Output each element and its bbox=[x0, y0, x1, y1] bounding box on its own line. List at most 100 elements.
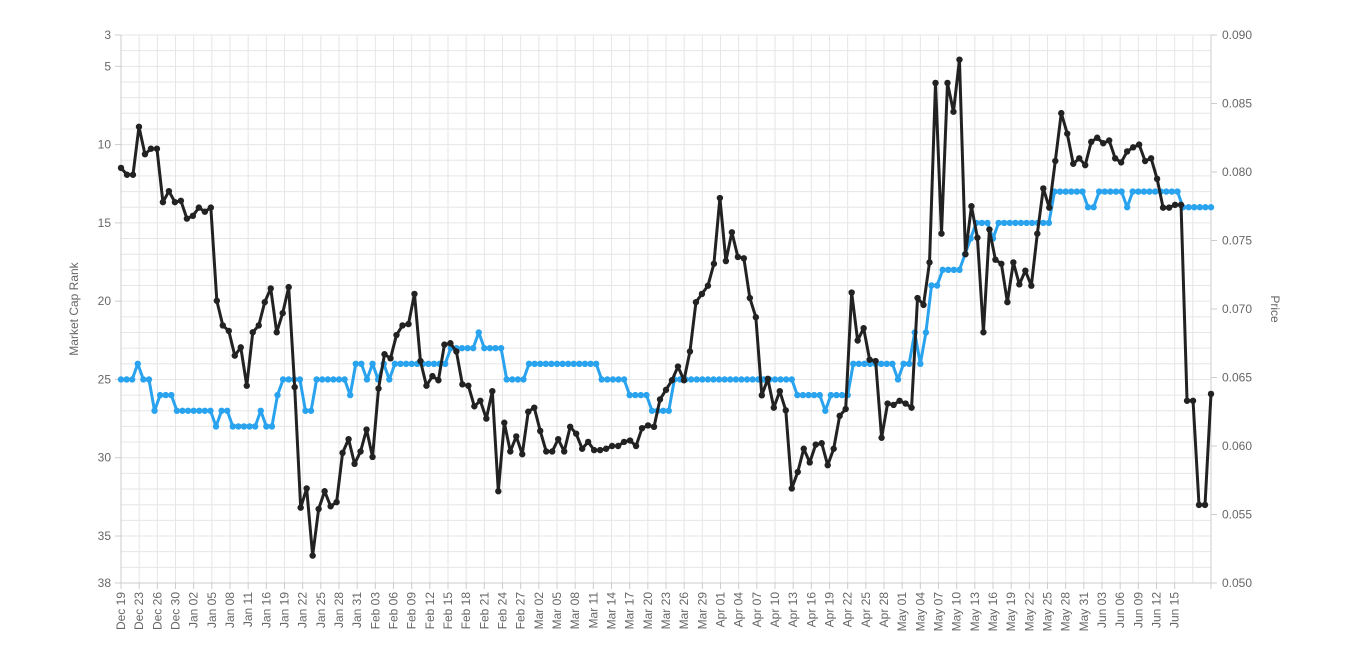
right-tick-label: 0.060 bbox=[1222, 439, 1252, 453]
data-point-price bbox=[596, 446, 604, 454]
x-tick-label: Feb 09 bbox=[405, 592, 419, 630]
data-point-rank bbox=[212, 423, 220, 430]
right-tick-label: 0.070 bbox=[1222, 302, 1252, 316]
data-point-price bbox=[704, 282, 712, 289]
data-point-price bbox=[920, 301, 927, 309]
data-point-rank bbox=[1140, 188, 1148, 195]
data-point-price bbox=[884, 400, 891, 407]
data-point-price bbox=[770, 404, 777, 411]
data-point-rank bbox=[827, 391, 835, 399]
data-point-rank bbox=[850, 360, 857, 367]
data-point-rank bbox=[341, 376, 348, 383]
x-tick-label: May 01 bbox=[895, 592, 909, 632]
data-point-rank bbox=[319, 376, 326, 383]
x-tick-label: Jan 31 bbox=[350, 592, 364, 628]
data-point-price bbox=[1070, 160, 1077, 167]
data-point-rank bbox=[246, 423, 253, 430]
data-point-rank bbox=[497, 344, 505, 352]
data-point-rank bbox=[693, 376, 700, 383]
data-point-rank bbox=[184, 407, 192, 414]
data-point-rank bbox=[1151, 188, 1159, 195]
data-point-price bbox=[327, 503, 334, 510]
data-point-rank bbox=[196, 407, 203, 414]
data-point-price bbox=[387, 355, 394, 362]
x-tick-label: Feb 15 bbox=[441, 592, 455, 630]
data-point-rank bbox=[481, 344, 488, 352]
data-point-price bbox=[728, 229, 736, 236]
right-tick-label: 0.080 bbox=[1222, 165, 1252, 179]
left-tick-label: 25 bbox=[98, 372, 112, 386]
data-point-rank bbox=[581, 360, 589, 367]
data-point-price bbox=[1207, 390, 1215, 398]
data-point-price bbox=[590, 446, 598, 454]
data-point-price bbox=[501, 419, 508, 426]
data-point-rank bbox=[564, 360, 572, 367]
data-point-price bbox=[950, 108, 957, 115]
x-tick-label: May 10 bbox=[950, 592, 964, 632]
right-tick-label: 0.085 bbox=[1222, 97, 1252, 111]
data-point-rank bbox=[1045, 219, 1053, 227]
data-point-price bbox=[147, 145, 155, 152]
data-point-rank bbox=[1123, 204, 1131, 211]
data-point-price bbox=[363, 426, 370, 433]
data-point-rank bbox=[637, 391, 645, 399]
data-point-price bbox=[746, 294, 754, 302]
data-point-rank bbox=[235, 423, 242, 430]
data-point-rank bbox=[727, 376, 734, 383]
data-point-price bbox=[219, 322, 227, 329]
data-point-price bbox=[489, 388, 496, 395]
data-point-rank bbox=[469, 344, 477, 352]
data-point-price bbox=[830, 445, 837, 452]
data-point-rank bbox=[1107, 188, 1114, 195]
data-point-rank bbox=[950, 266, 958, 274]
left-tick-label: 20 bbox=[98, 294, 112, 308]
data-point-price bbox=[698, 290, 706, 298]
data-point-price bbox=[171, 198, 179, 206]
data-point-price bbox=[632, 442, 640, 450]
data-point-price bbox=[890, 401, 897, 409]
data-point-price bbox=[357, 448, 364, 455]
x-tick-label: Jan 11 bbox=[241, 592, 255, 627]
right-tick-label: 0.090 bbox=[1222, 28, 1252, 42]
data-point-price bbox=[1088, 138, 1095, 146]
data-point-price bbox=[435, 377, 442, 384]
x-tick-label: Jun 15 bbox=[1168, 592, 1182, 628]
data-point-price bbox=[1094, 134, 1101, 141]
data-point-rank bbox=[408, 360, 415, 367]
right-axis-ticks: 0.050 0.055 0.060 0.065 0.070 0.075 0.080 0.085… bbox=[1211, 28, 1252, 590]
data-point-rank bbox=[274, 391, 281, 399]
left-axis-title: Market Cap Rank bbox=[67, 261, 81, 355]
data-point-price bbox=[1034, 230, 1041, 237]
x-tick-label: Apr 22 bbox=[841, 592, 855, 628]
x-tick-label: Mar 05 bbox=[550, 592, 564, 630]
series-rank bbox=[117, 188, 1215, 430]
left-tick-label: 38 bbox=[98, 576, 112, 590]
x-tick-label: Apr 07 bbox=[750, 592, 764, 628]
data-point-rank bbox=[391, 360, 399, 367]
data-point-rank bbox=[743, 376, 751, 383]
data-point-rank bbox=[939, 266, 946, 274]
data-point-price bbox=[602, 445, 610, 452]
x-tick-label: Apr 19 bbox=[823, 592, 837, 628]
data-point-price bbox=[1159, 204, 1167, 211]
data-point-rank bbox=[397, 360, 404, 367]
data-point-rank bbox=[945, 266, 952, 274]
data-point-price bbox=[351, 460, 358, 468]
left-tick-label: 5 bbox=[104, 59, 111, 73]
data-point-rank bbox=[933, 282, 941, 289]
right-tick-label: 0.055 bbox=[1222, 508, 1252, 522]
data-point-rank bbox=[710, 376, 717, 383]
x-tick-label: Apr 10 bbox=[768, 592, 782, 628]
data-point-rank bbox=[570, 360, 577, 367]
data-point-rank bbox=[917, 360, 924, 367]
data-point-price bbox=[758, 392, 766, 399]
data-point-price bbox=[141, 150, 149, 158]
left-tick-label: 3 bbox=[104, 28, 111, 42]
right-axis-title: Price bbox=[1268, 295, 1282, 323]
data-point-price bbox=[195, 204, 203, 211]
x-tick-label: Jun 06 bbox=[1113, 592, 1127, 628]
x-tick-label: May 07 bbox=[932, 592, 946, 632]
data-point-price bbox=[854, 337, 861, 344]
x-tick-label: Apr 28 bbox=[877, 592, 891, 628]
